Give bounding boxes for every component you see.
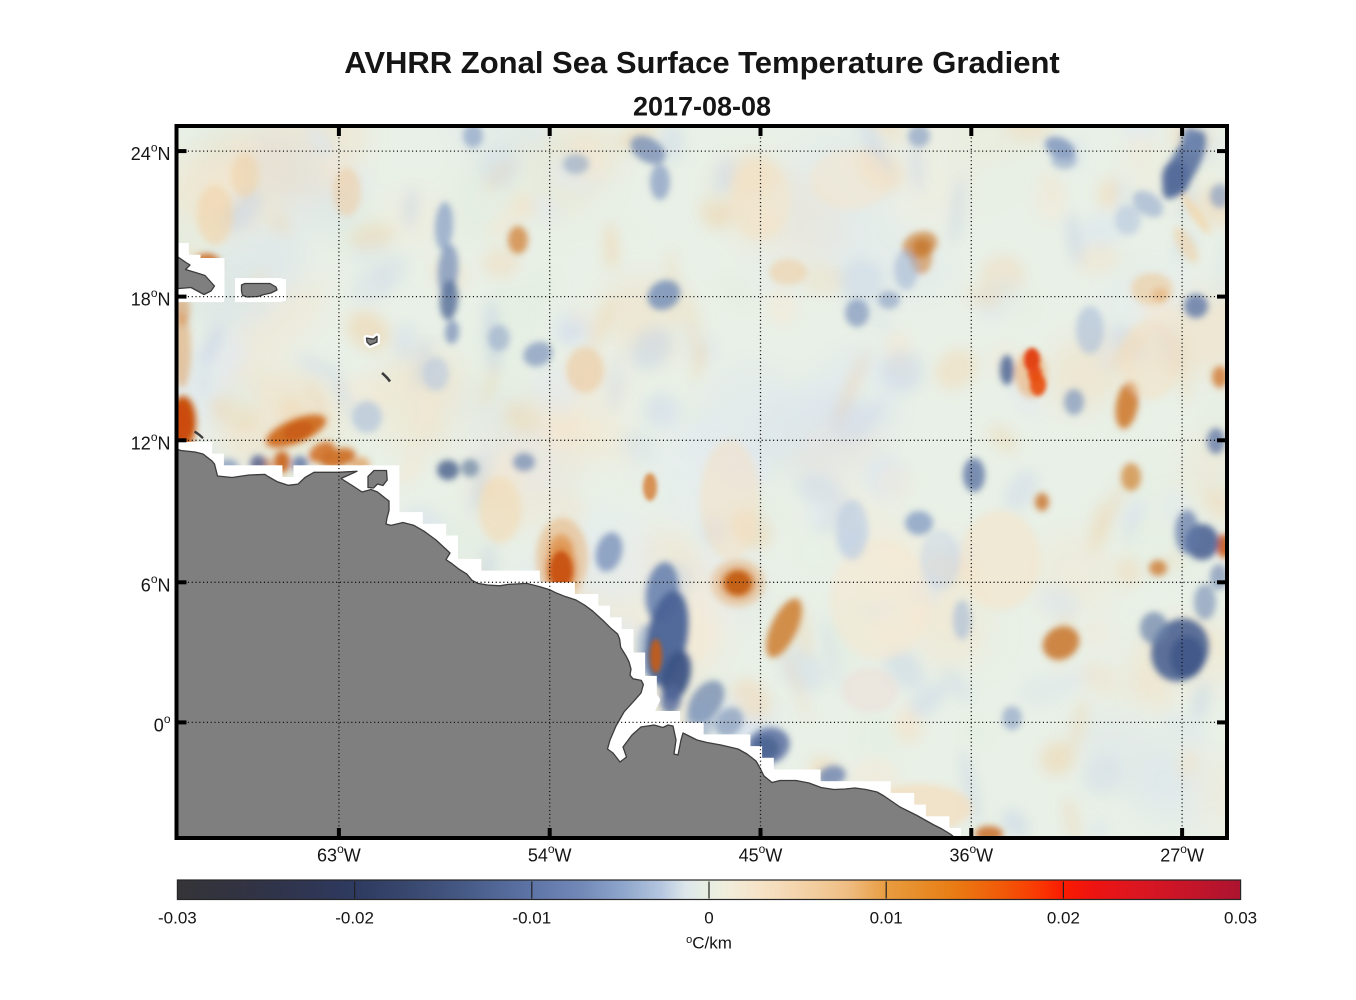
- svg-text:54oW: 54oW: [528, 842, 572, 866]
- svg-text:63oW: 63oW: [317, 842, 361, 866]
- svg-text:0.03: 0.03: [1224, 909, 1257, 928]
- svg-text:36oW: 36oW: [949, 842, 993, 866]
- svg-text:0: 0: [704, 909, 713, 928]
- svg-text:oC/km: oC/km: [686, 933, 732, 952]
- svg-text:45oW: 45oW: [739, 842, 783, 866]
- svg-text:2017-08-08: 2017-08-08: [633, 92, 771, 122]
- svg-text:12oN: 12oN: [131, 430, 171, 454]
- svg-text:24oN: 24oN: [131, 141, 171, 165]
- svg-text:AVHRR Zonal Sea Surface Temper: AVHRR Zonal Sea Surface Temperature Grad…: [344, 45, 1059, 80]
- svg-text:27oW: 27oW: [1160, 842, 1204, 866]
- svg-text:0.02: 0.02: [1047, 909, 1080, 928]
- svg-text:0.01: 0.01: [870, 909, 903, 928]
- svg-text:-0.03: -0.03: [158, 909, 197, 928]
- svg-text:6oN: 6oN: [141, 572, 171, 596]
- svg-text:18oN: 18oN: [131, 286, 171, 310]
- svg-text:-0.02: -0.02: [335, 909, 374, 928]
- svg-text:-0.01: -0.01: [512, 909, 551, 928]
